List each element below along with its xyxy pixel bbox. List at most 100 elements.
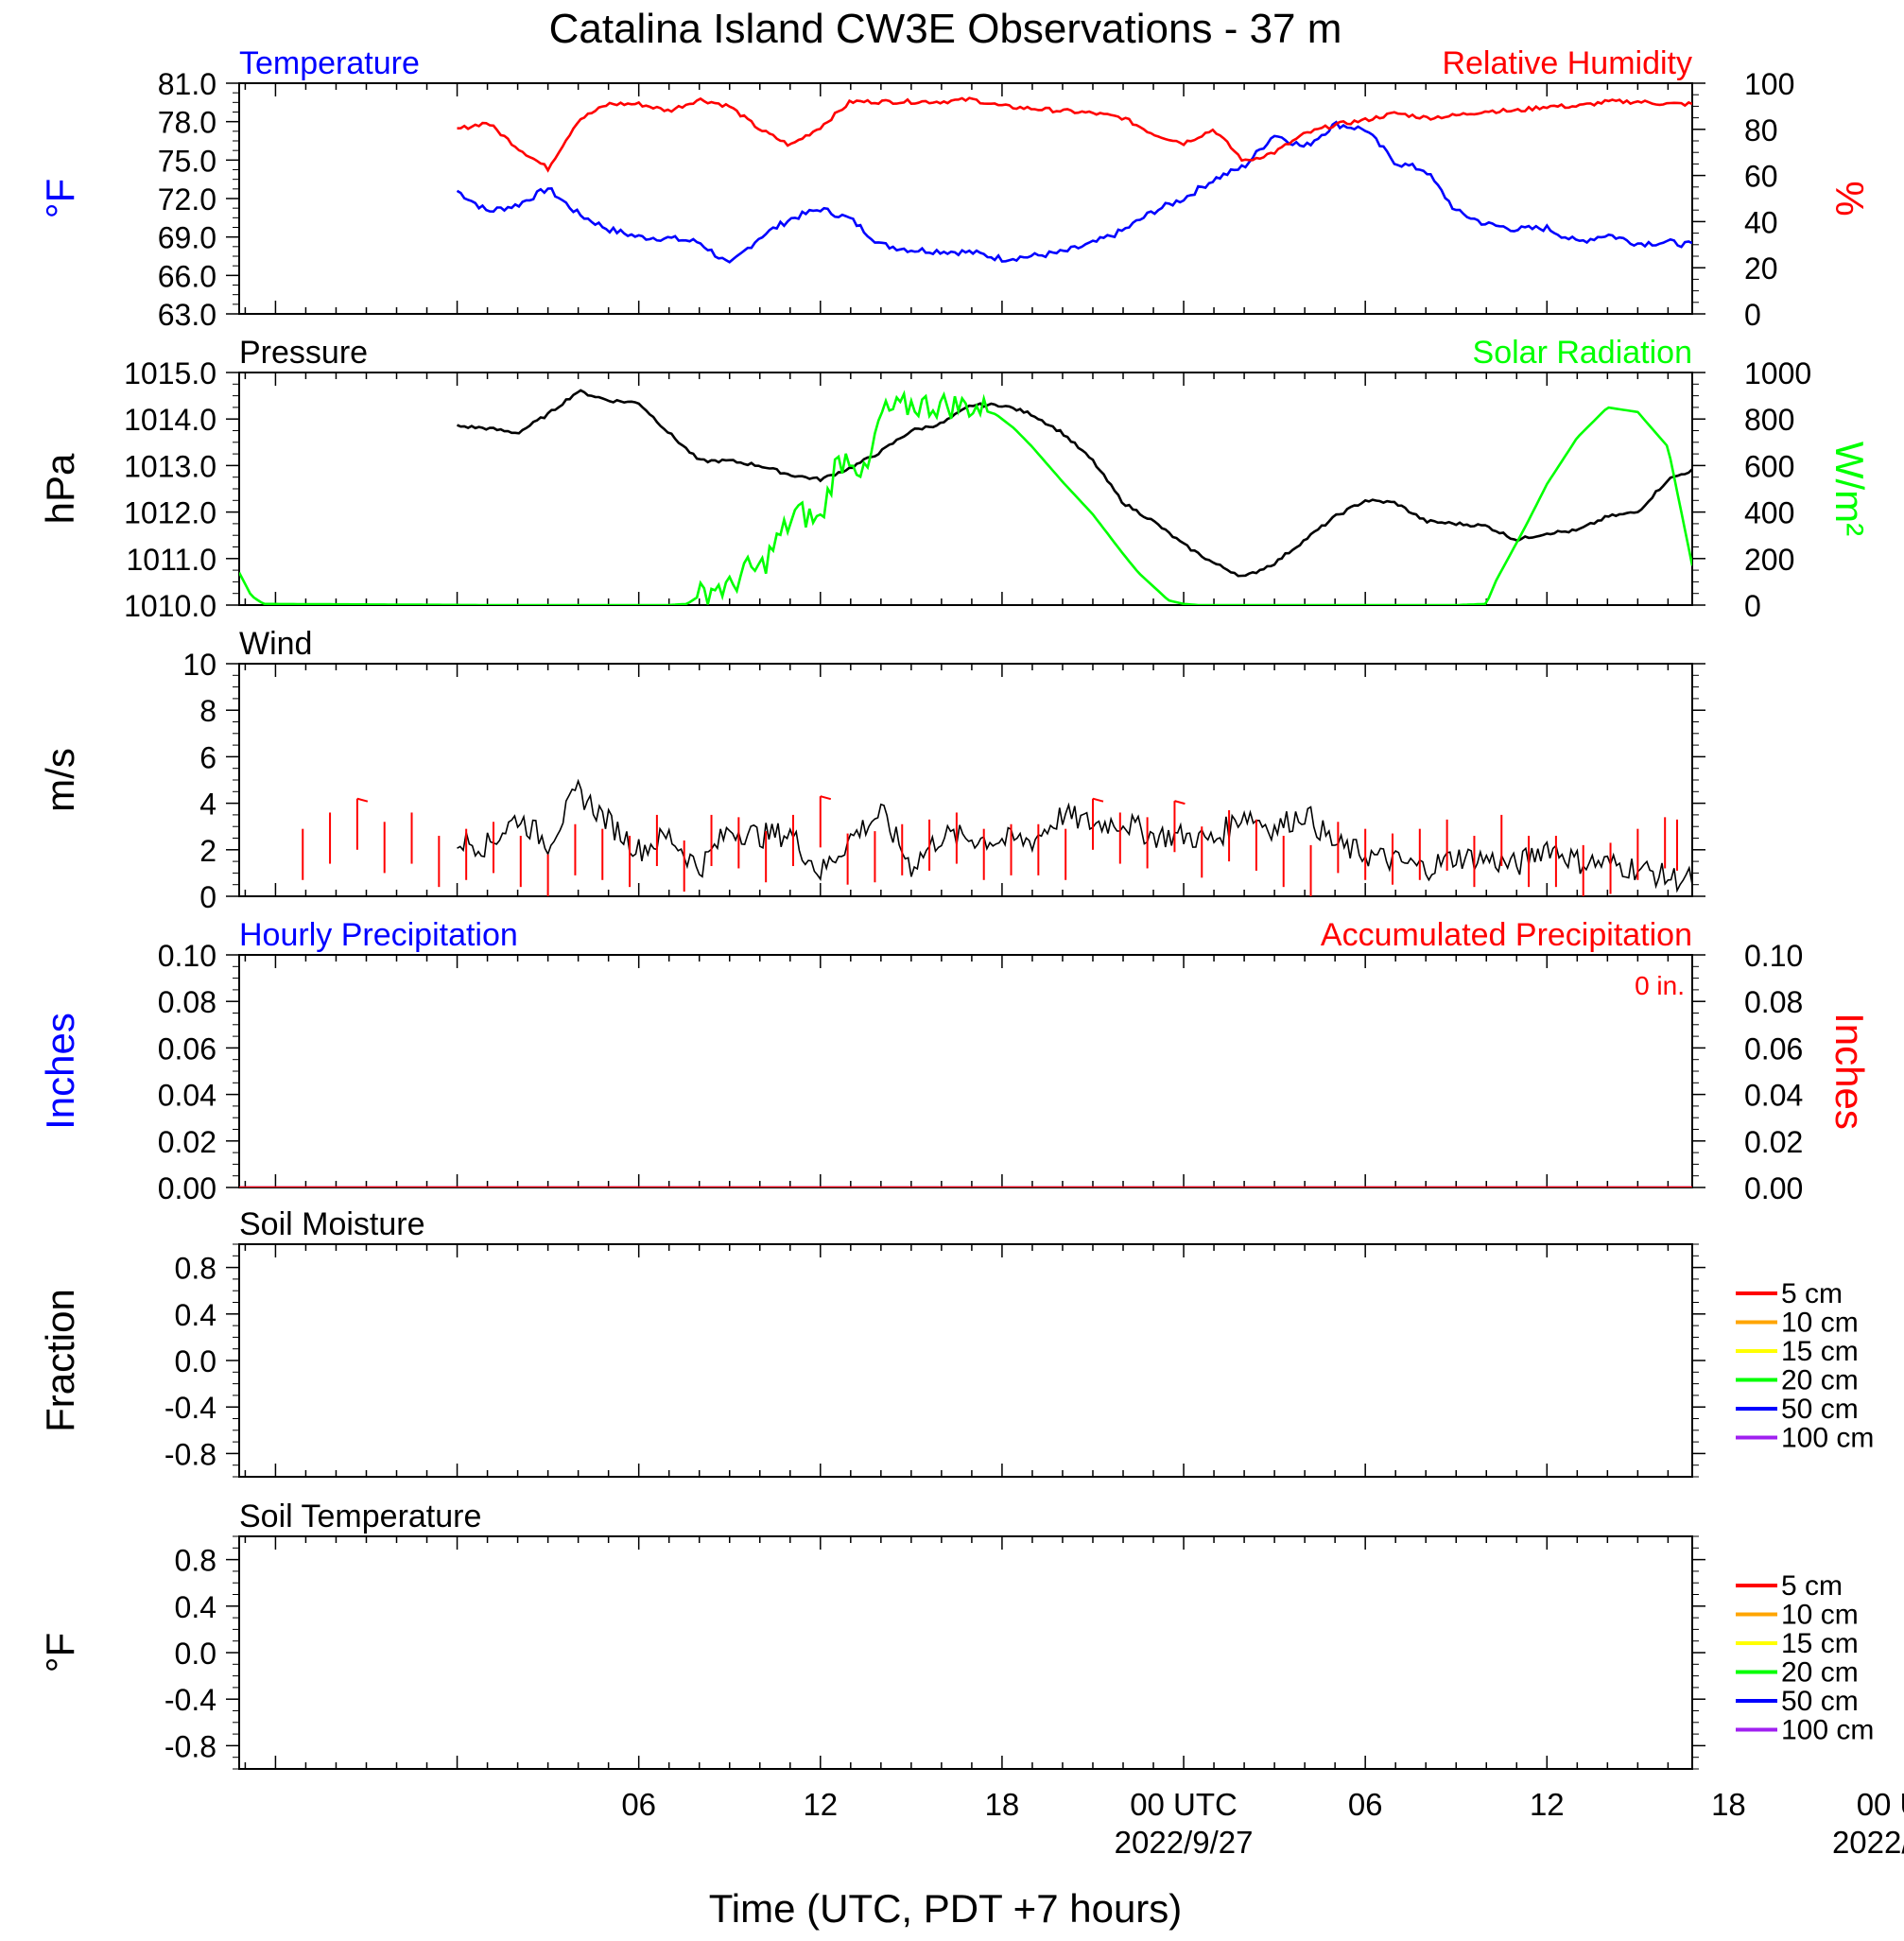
legend-label: 50 cm (1781, 1394, 1859, 1425)
y-tick-label-left: 0.08 (158, 985, 216, 1019)
y-tick-label-left: 1014.0 (124, 403, 216, 437)
y-tick-label-right: 0.10 (1744, 939, 1803, 973)
y-tick-label-right: 0.04 (1744, 1079, 1803, 1113)
y-tick-label-left: 0 (199, 880, 216, 914)
panel-title-right: Accumulated Precipitation (1321, 917, 1692, 953)
wind-barb-flag (1174, 800, 1186, 806)
series-solar-radiation (239, 390, 1692, 605)
panel-title-left: Wind (239, 626, 312, 662)
legend-label: 10 cm (1781, 1600, 1859, 1631)
y-tick-label-left: 0.04 (158, 1079, 216, 1113)
y-axis-label-left: Fraction (38, 1289, 82, 1432)
y-tick-label-left: -0.4 (164, 1391, 216, 1425)
x-tick-sublabel: 2022/9/27 (1115, 1825, 1254, 1860)
legend-label: 20 cm (1781, 1657, 1859, 1689)
legend-label: 100 cm (1781, 1715, 1874, 1746)
legend-label: 50 cm (1781, 1686, 1859, 1717)
x-tick-label: 12 (803, 1787, 838, 1822)
series-wind (457, 778, 1692, 893)
plot-frame (238, 82, 1693, 315)
y-tick-label-left: 63.0 (158, 298, 216, 332)
legend-label: 20 cm (1781, 1365, 1859, 1396)
y-tick-label-left: 0.02 (158, 1125, 216, 1159)
y-tick-label-right: 40 (1744, 205, 1778, 239)
y-tick-label-right: 400 (1744, 496, 1794, 530)
y-tick-label-left: 69.0 (158, 221, 216, 255)
y-tick-label-left: 81.0 (158, 67, 216, 101)
y-tick-label-right: 0 (1744, 298, 1761, 332)
y-tick-label-right: 800 (1744, 403, 1794, 437)
y-tick-label-left: 66.0 (158, 259, 216, 293)
legend-label: 5 cm (1781, 1278, 1843, 1309)
y-axis-label-left: Inches (38, 1013, 82, 1130)
wind-barb-flag (356, 797, 369, 803)
panel-title-left: Temperature (239, 45, 420, 81)
y-tick-label-right: 600 (1744, 449, 1794, 483)
x-tick-label: 18 (985, 1787, 1020, 1822)
plot-frame (238, 954, 1693, 1188)
y-tick-label-left: -0.8 (164, 1437, 216, 1471)
y-tick-label-right: 0.06 (1744, 1031, 1803, 1066)
x-tick-label: 12 (1530, 1787, 1565, 1822)
y-tick-label-right: 60 (1744, 160, 1778, 194)
y-tick-label-left: 0.00 (158, 1171, 216, 1205)
legend-label: 15 cm (1781, 1628, 1859, 1659)
panel-pressure-solar: 1010.0 1011.0 1012.0 1013.0 1014.0 1015.0 0 200… (38, 335, 1872, 623)
y-axis-label-right: Inches (1827, 1013, 1872, 1130)
y-tick-label-right: 0.00 (1744, 1171, 1803, 1205)
y-tick-label-left: 0.4 (175, 1590, 216, 1624)
y-axis-label-left: hPa (38, 453, 82, 524)
panel-title-left: Pressure (239, 335, 368, 371)
x-tick-label: 00 UTC (1857, 1787, 1904, 1822)
y-tick-label-left: 8 (199, 694, 216, 728)
x-tick-label: 06 (1348, 1787, 1383, 1822)
legend-label: 10 cm (1781, 1308, 1859, 1339)
y-tick-label-left: -0.8 (164, 1729, 216, 1763)
y-tick-label-left: 1012.0 (124, 496, 216, 530)
y-tick-label-left: 1011.0 (127, 543, 217, 577)
y-tick-label-right: 20 (1744, 251, 1778, 286)
y-tick-label-right: 200 (1744, 543, 1794, 577)
y-tick-label-left: 0.10 (158, 939, 216, 973)
y-tick-label-left: 0.0 (175, 1344, 216, 1378)
x-tick-label: 18 (1711, 1787, 1746, 1822)
plot-frame (238, 1535, 1693, 1770)
plot-frame (238, 1243, 1693, 1478)
x-tick-sublabel: 2022/09/28 (1832, 1825, 1904, 1860)
panel-title-left: Soil Moisture (239, 1206, 425, 1242)
legend-label: 5 cm (1781, 1570, 1843, 1602)
series-temperature (456, 120, 1692, 264)
panel-wind: 0 2 4 6 8 10 Wind m/s (38, 626, 1705, 914)
y-tick-label-left: 4 (199, 788, 216, 822)
y-tick-label-right: 0 (1744, 589, 1761, 623)
y-tick-label-left: 1010.0 (124, 589, 216, 623)
y-tick-label-left: 75.0 (158, 144, 216, 178)
y-tick-label-left: 1013.0 (124, 449, 216, 483)
accumulated-annotation: 0 in. (1635, 971, 1685, 1000)
x-tick-label: 00 UTC (1130, 1787, 1238, 1822)
y-tick-label-left: 0.06 (158, 1031, 216, 1066)
y-axis-label-left: °F (38, 179, 82, 218)
y-axis-label-left: m/s (38, 748, 82, 812)
y-tick-label-left: 0.4 (175, 1298, 216, 1332)
y-tick-label-left: 10 (182, 648, 216, 682)
panel-soil-moisture: -0.8 -0.4 0.0 0.4 0.8 Soil Moisture Fraction 5 … (38, 1206, 1874, 1478)
y-tick-label-right: 1000 (1744, 356, 1811, 390)
y-tick-label-left: 78.0 (158, 106, 216, 140)
panel-title-right: Relative Humidity (1442, 45, 1692, 81)
y-tick-label-left: 0.8 (175, 1252, 216, 1286)
panel-precip: 0.00 0.02 0.04 0.06 0.08 0.10 0.00 0.02 0.04 0.06… (38, 917, 1872, 1205)
y-tick-label-right: 0.08 (1744, 985, 1803, 1019)
panel-title-left: Soil Temperature (239, 1499, 481, 1534)
panel-temp-rh: 63.0 66.0 69.0 72.0 75.0 78.0 81.0 0 20 40 60 80 100… (38, 45, 1872, 332)
y-tick-label-right: 100 (1744, 67, 1794, 101)
y-axis-label-right: % (1827, 181, 1872, 216)
y-tick-label-left: -0.4 (164, 1683, 216, 1717)
y-tick-label-left: 1015.0 (124, 356, 216, 390)
y-tick-label-left: 6 (199, 740, 216, 774)
legend-label: 15 cm (1781, 1336, 1859, 1367)
x-axis-label: Time (UTC, PDT +7 hours) (709, 1886, 1183, 1931)
